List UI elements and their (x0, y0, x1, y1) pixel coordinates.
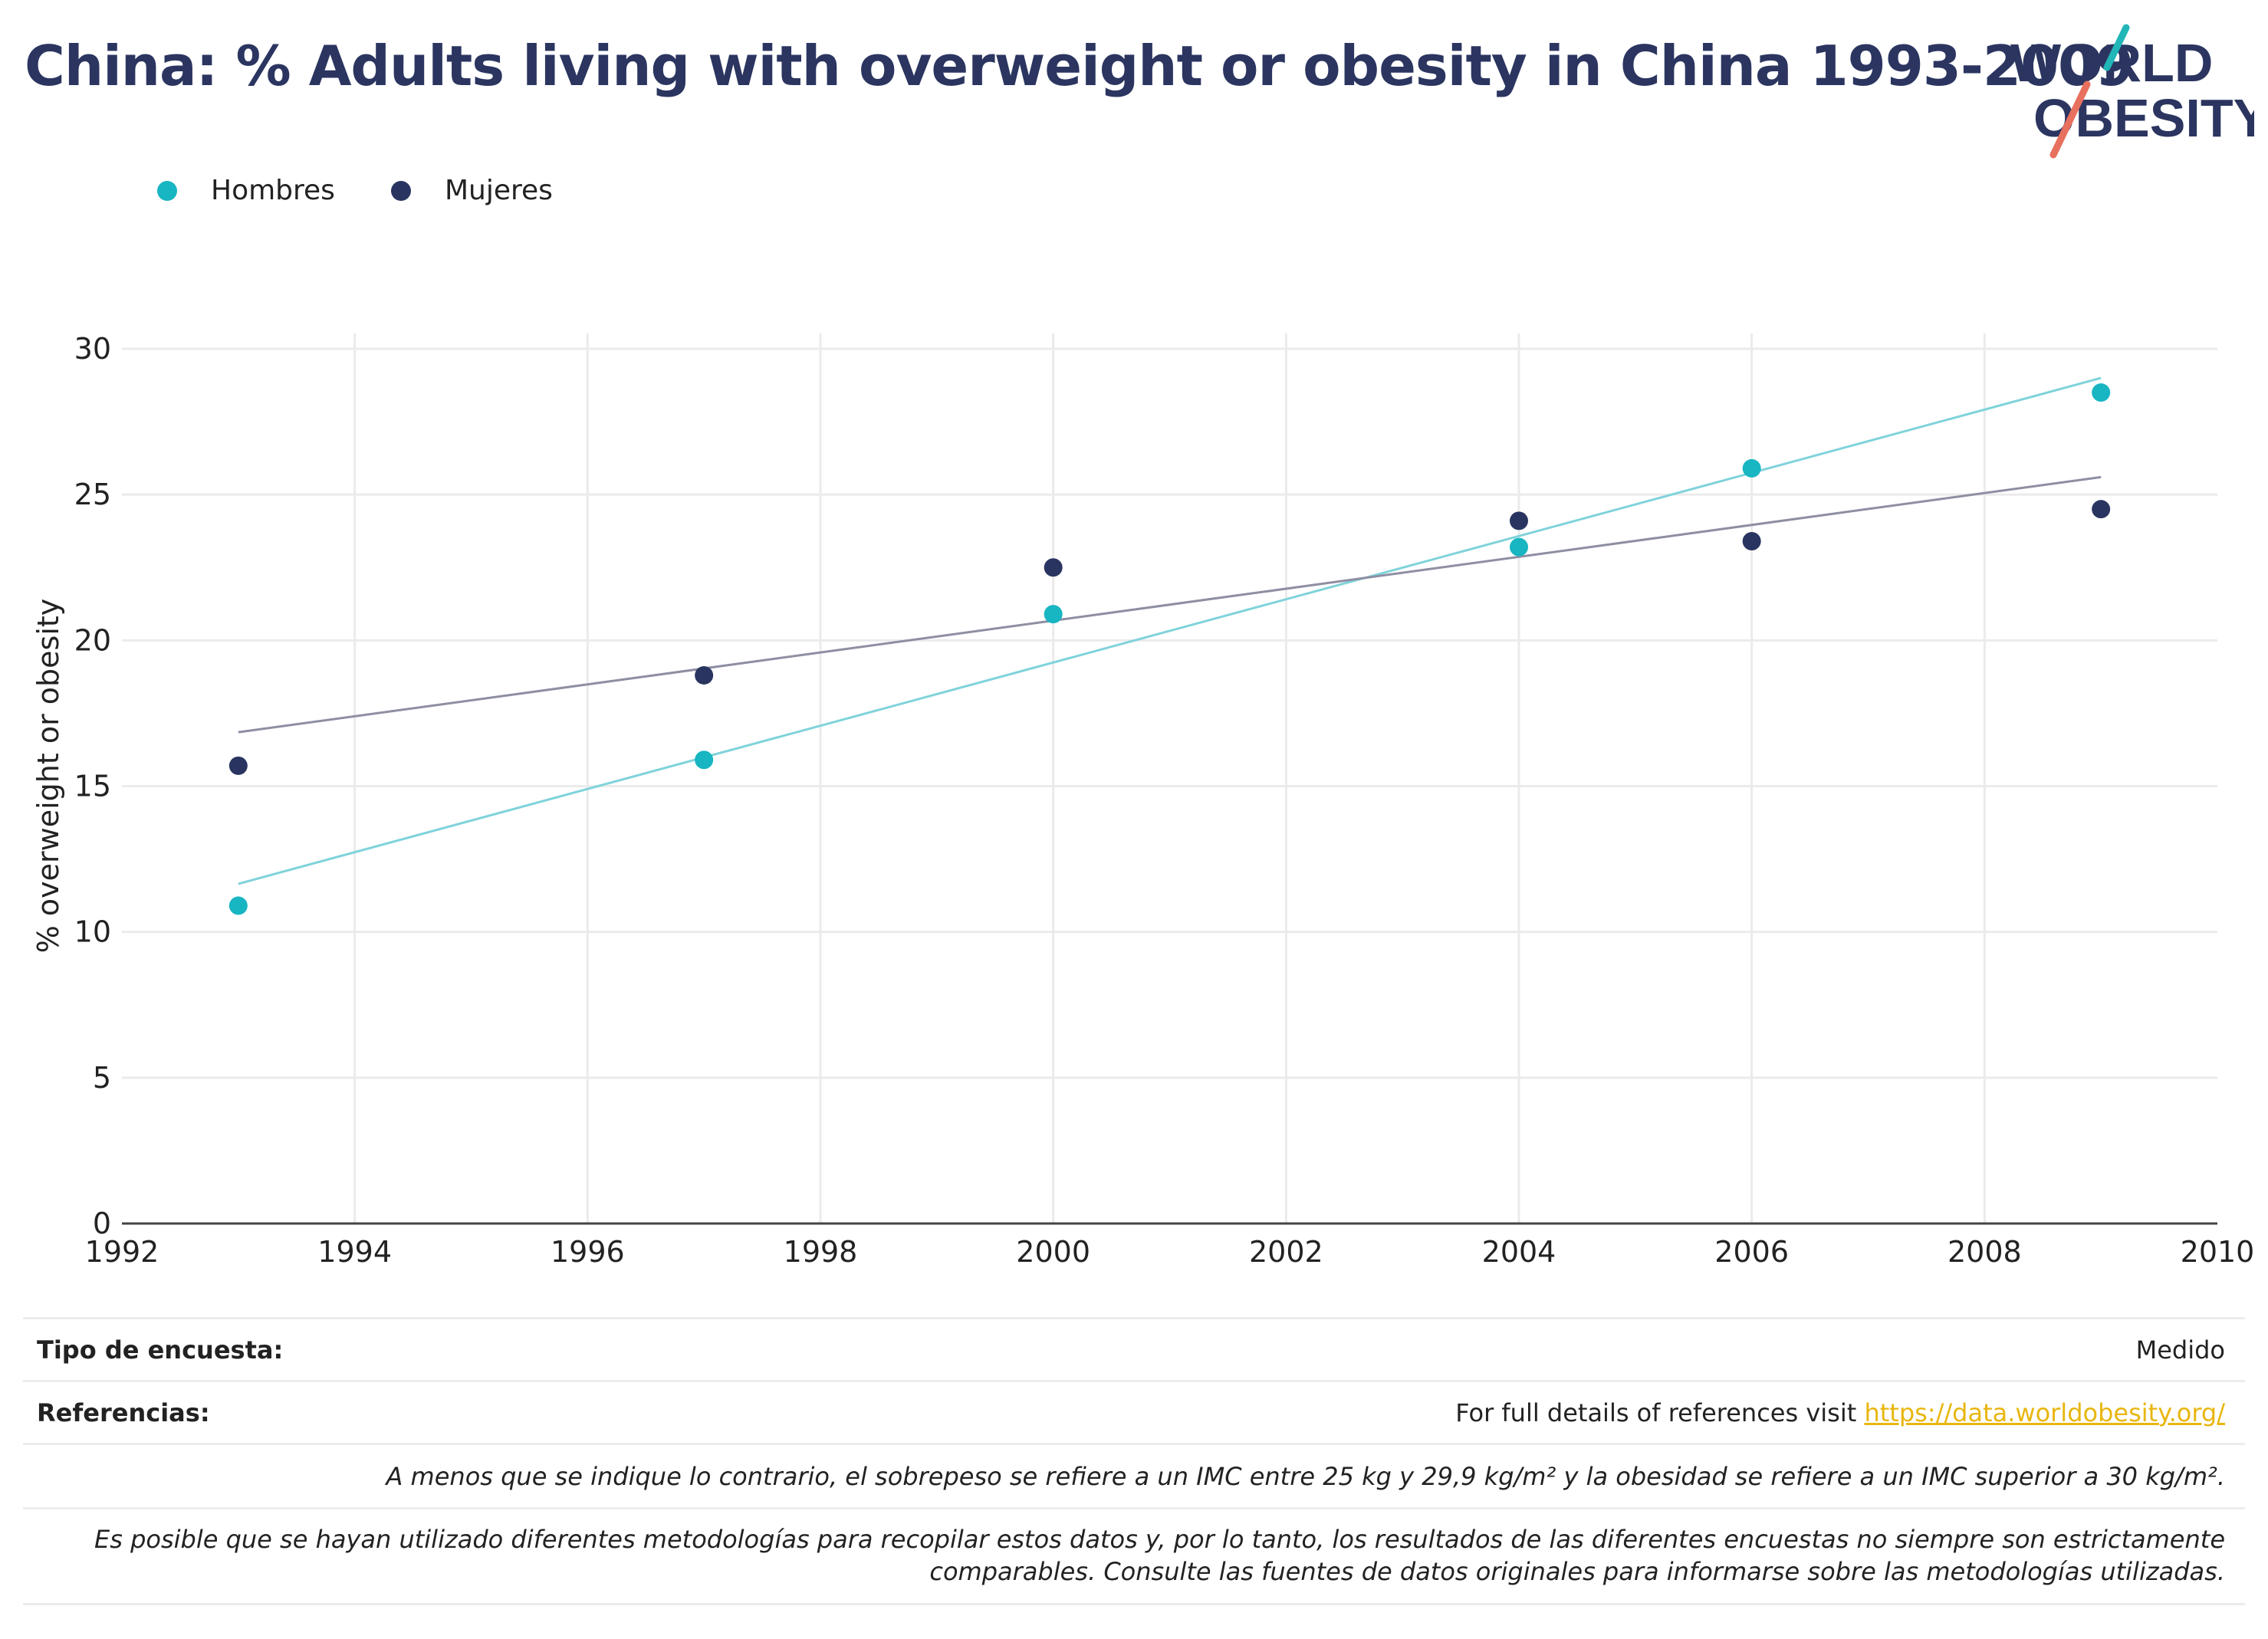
y-tick-label: 10 (74, 915, 111, 949)
point-mujeres-2000[interactable] (1044, 558, 1063, 577)
x-tick-label: 1996 (551, 1235, 625, 1269)
survey-row: Tipo de encuesta: Medido (23, 1317, 2245, 1380)
methodology-note-line2: comparables. Consulte las fuentes de dat… (929, 1557, 2225, 1586)
x-tick-label: 2008 (1948, 1235, 2022, 1269)
x-tick-label: 2002 (1249, 1235, 1323, 1269)
point-mujeres-2006[interactable] (1742, 532, 1761, 551)
definition-note: A menos que se indique lo contrario, el … (23, 1443, 2245, 1507)
point-hombres-2009[interactable] (2092, 383, 2111, 402)
legend-marker-mujeres (391, 180, 411, 201)
point-mujeres-2009[interactable] (2092, 500, 2111, 519)
legend-label-hombres: Hombres (211, 175, 335, 206)
data-points (228, 383, 2111, 915)
point-hombres-2000[interactable] (1044, 605, 1063, 624)
trend-line-mujeres (238, 475, 2102, 734)
references-label: Referencias: (37, 1398, 210, 1427)
point-mujeres-1993[interactable] (228, 756, 248, 775)
references-text: For full details of references visit htt… (1455, 1398, 2225, 1427)
y-tick-label: 30 (74, 332, 111, 366)
point-hombres-1997[interactable] (695, 751, 714, 770)
point-mujeres-1997[interactable] (695, 665, 714, 685)
legend-label-mujeres: Mujeres (445, 175, 553, 206)
world-obesity-logo: WORLD OBESITY (2010, 24, 2254, 159)
point-hombres-2004[interactable] (1510, 537, 1528, 557)
methodology-note-line1: Es posible que se hayan utilizado difere… (94, 1525, 2225, 1555)
references-link[interactable]: https://data.worldobesity.org/ (1864, 1398, 2225, 1427)
y-tick-label: 20 (74, 623, 111, 657)
methodology-note: Es posible que se hayan utilizado difere… (23, 1507, 2245, 1605)
tick-labels: 0 5 10 15 20 25 30 1992 1994 1996 1998 2000 2002 2004… (74, 332, 2255, 1269)
y-tick-label: 25 (74, 478, 111, 511)
page-title: China: % Adults living with overweight o… (25, 34, 2134, 98)
scatter-chart: 0 5 10 15 20 25 30 1992 1994 1996 1998 2000 2002 2004… (31, 332, 2255, 1269)
x-tick-label: 2004 (1482, 1235, 1556, 1269)
point-hombres-1993[interactable] (228, 896, 248, 915)
legend-item-hombres[interactable]: Hombres (157, 175, 335, 206)
point-hombres-2006[interactable] (1742, 458, 1761, 478)
legend-marker-hombres (157, 180, 177, 201)
footer-table: Tipo de encuesta: Medido Referencias: Fo… (23, 1317, 2245, 1605)
y-tick-label: 15 (74, 770, 111, 803)
x-tick-label: 2000 (1016, 1235, 1090, 1269)
logo-word-obesity: OBESITY (2033, 88, 2254, 148)
grid-lines (122, 333, 2217, 1225)
survey-value: Medido (2135, 1335, 2225, 1365)
logo-slash-coral (2049, 80, 2091, 159)
x-tick-label: 2006 (1714, 1235, 1789, 1269)
survey-label: Tipo de encuesta: (37, 1335, 284, 1365)
x-tick-label: 1992 (85, 1235, 159, 1269)
trend-lines (238, 376, 2102, 885)
x-tick-label: 2010 (2181, 1235, 2255, 1269)
logo-slash-teal (2103, 24, 2130, 71)
point-mujeres-2004[interactable] (1510, 511, 1528, 530)
trend-line-hombres (238, 376, 2102, 885)
definition-note-text: A menos que se indique lo contrario, el … (386, 1461, 2225, 1491)
y-tick-label: 5 (93, 1061, 111, 1095)
y-axis-label: % overweight or obesity (31, 599, 65, 954)
x-tick-label: 1998 (784, 1235, 858, 1269)
y-tick-label: 0 (93, 1207, 111, 1240)
references-prefix: For full details of references visit (1455, 1398, 1865, 1427)
references-row: Referencias: For full details of referen… (23, 1380, 2245, 1443)
x-tick-label: 1994 (317, 1235, 392, 1269)
legend-item-mujeres[interactable]: Mujeres (391, 175, 553, 206)
